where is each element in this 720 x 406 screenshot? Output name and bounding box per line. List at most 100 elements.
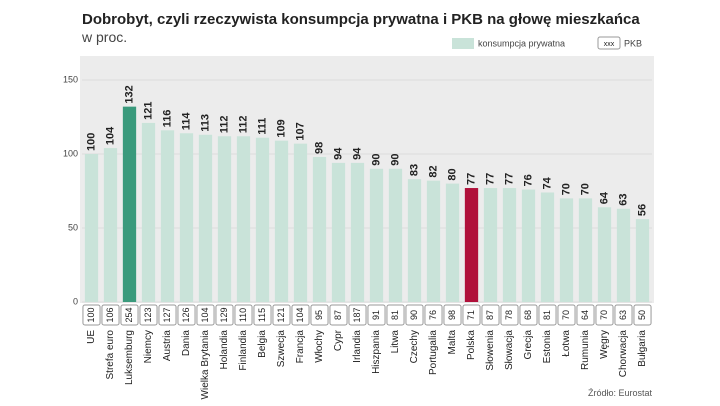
value-label: 83 xyxy=(408,164,420,176)
value-label: 98 xyxy=(313,142,325,154)
pkb-box xyxy=(272,304,291,326)
bar xyxy=(84,154,99,302)
legend-swatch xyxy=(597,36,621,50)
value-label: 94 xyxy=(332,147,344,160)
x-tick-label: Holandia xyxy=(219,330,230,370)
bar xyxy=(616,208,631,302)
pkb-label: 254 xyxy=(124,307,134,322)
pkb-label: 76 xyxy=(428,310,438,320)
pkb-label: 81 xyxy=(390,310,400,320)
x-tick-label: Słowacja xyxy=(504,330,515,370)
pkb-box xyxy=(82,304,101,326)
pkb-label: 187 xyxy=(352,307,362,322)
pkb-label: 100 xyxy=(86,307,96,322)
plot-background xyxy=(80,56,654,303)
bar xyxy=(445,183,460,302)
pkb-box xyxy=(633,304,652,326)
bar xyxy=(369,168,384,302)
pkb-box xyxy=(348,304,367,326)
x-tick-label: Francja xyxy=(295,330,306,364)
x-tick-label: Czechy xyxy=(409,330,420,363)
pkb-box xyxy=(595,304,614,326)
pkb-box xyxy=(139,304,158,326)
value-label: 90 xyxy=(370,154,382,166)
value-label: 74 xyxy=(541,176,553,189)
pkb-label: 104 xyxy=(200,307,210,322)
pkb-label: 91 xyxy=(371,310,381,320)
value-label: 80 xyxy=(446,168,458,180)
pkb-label: 121 xyxy=(276,307,286,322)
value-label: 77 xyxy=(503,173,515,185)
pkb-box xyxy=(329,304,348,326)
chart-subtitle: w proc. xyxy=(81,29,127,45)
bar xyxy=(141,122,156,302)
pkb-box xyxy=(500,304,519,326)
value-label: 132 xyxy=(123,85,135,103)
x-tick-label: Węgry xyxy=(599,330,610,359)
value-label: 70 xyxy=(579,183,591,195)
bar xyxy=(559,198,574,302)
x-tick-label: Rumunia xyxy=(580,330,591,370)
x-tick-label: Szwecja xyxy=(276,330,287,368)
bar xyxy=(578,198,593,302)
x-tick-label: Polska xyxy=(466,330,477,360)
x-tick-label: Słowenia xyxy=(485,330,496,371)
value-label: 90 xyxy=(389,154,401,166)
value-label: 56 xyxy=(636,204,648,216)
value-label: 77 xyxy=(465,173,477,185)
x-tick-label: Bułgaria xyxy=(637,330,648,367)
pkb-box xyxy=(196,304,215,326)
pkb-label: 81 xyxy=(542,310,552,320)
bar xyxy=(521,189,536,302)
value-label: 121 xyxy=(142,102,154,120)
bar xyxy=(179,133,194,302)
value-label: 112 xyxy=(218,115,230,133)
pkb-label: 126 xyxy=(181,307,191,322)
x-tick-label: Strefa euro xyxy=(105,330,116,380)
x-tick-label: Irlandia xyxy=(352,330,363,363)
y-tick-label: 150 xyxy=(63,74,78,84)
value-label: 104 xyxy=(104,126,116,145)
bar xyxy=(502,188,517,302)
bar xyxy=(388,168,403,302)
pkb-label: 115 xyxy=(257,308,267,322)
pkb-box xyxy=(291,304,310,326)
pkb-box xyxy=(481,304,500,326)
value-label: 113 xyxy=(199,114,211,132)
x-tick-label: Cypr xyxy=(333,329,344,351)
bar xyxy=(426,180,441,302)
legend-label: konsumpcja prywatna xyxy=(478,38,565,48)
pkb-label: 68 xyxy=(523,310,533,320)
x-tick-label: Belgia xyxy=(257,330,268,358)
bar xyxy=(483,188,498,302)
pkb-box xyxy=(120,304,139,326)
bar xyxy=(255,137,270,302)
bar xyxy=(597,207,612,302)
legend-label: PKB xyxy=(624,38,642,48)
bar xyxy=(217,136,232,302)
bar xyxy=(103,148,118,302)
pkb-box xyxy=(557,304,576,326)
bar xyxy=(350,162,365,302)
pkb-box xyxy=(519,304,538,326)
pkb-label: 70 xyxy=(599,310,609,320)
pkb-label: 110 xyxy=(238,308,248,322)
x-tick-label: Chorwacja xyxy=(618,330,629,378)
pkb-label: 71 xyxy=(466,310,476,320)
pkb-box xyxy=(462,304,481,326)
x-tick-label: Hiszpania xyxy=(371,330,382,374)
bar xyxy=(540,192,555,302)
pkb-box xyxy=(576,304,595,326)
pkb-box xyxy=(253,304,272,326)
bar xyxy=(198,134,213,302)
x-tick-label: Wielka Brytania xyxy=(200,330,211,400)
bar xyxy=(274,140,289,302)
pkb-box xyxy=(234,304,253,326)
y-tick-label: 0 xyxy=(73,296,78,306)
value-label: 70 xyxy=(560,183,572,195)
pkb-box xyxy=(443,304,462,326)
pkb-label: 64 xyxy=(580,310,590,320)
legend-symbol: xxx xyxy=(604,41,615,48)
pkb-label: 123 xyxy=(143,307,153,322)
